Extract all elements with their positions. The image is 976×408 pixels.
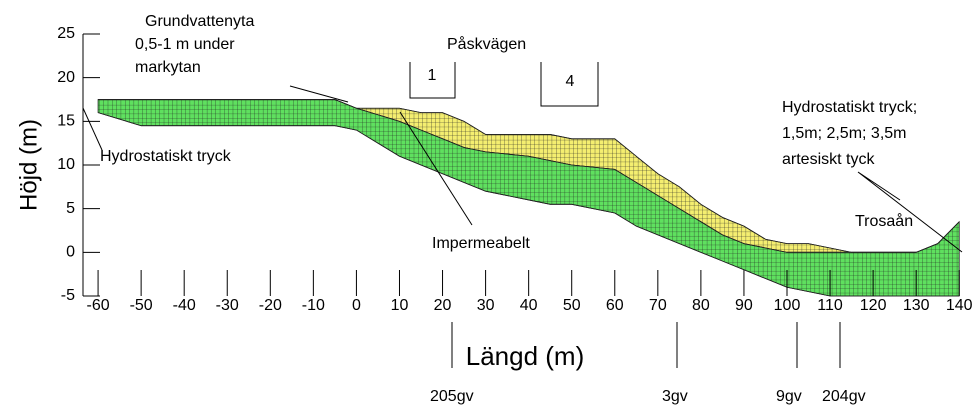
annotation: 0,5-1 m under bbox=[135, 36, 235, 53]
borehole-lines bbox=[451, 322, 841, 368]
annotation: 1,5m; 2,5m; 3,5m bbox=[782, 125, 907, 142]
x-tick-label: 120 bbox=[860, 297, 887, 314]
y-tick-label: 0 bbox=[66, 244, 75, 261]
borehole-label: 205gv bbox=[430, 388, 474, 405]
x-tick-label: 90 bbox=[735, 297, 753, 314]
x-tick-label: -50 bbox=[130, 297, 153, 314]
borehole-label: 204gv bbox=[822, 388, 866, 405]
y-tick-label: 25 bbox=[57, 25, 75, 42]
x-tick-label: 140 bbox=[946, 297, 973, 314]
x-tick-label: 110 bbox=[817, 297, 843, 314]
x-tick-label: -40 bbox=[173, 297, 196, 314]
surface-line bbox=[98, 99, 960, 253]
x-tick-label: 130 bbox=[903, 297, 930, 314]
x-tick-label: 40 bbox=[520, 297, 538, 314]
annotation: Impermeabelt bbox=[432, 235, 530, 252]
y-tick-label: 5 bbox=[66, 200, 75, 217]
y-tick-label: 15 bbox=[57, 113, 75, 130]
fills bbox=[97, 99, 960, 297]
borehole-label: 3gv bbox=[662, 388, 688, 405]
annotation: Hydrostatiskt tryck; bbox=[782, 99, 917, 116]
surface-line bbox=[98, 99, 960, 253]
annotation: 1 bbox=[428, 67, 437, 84]
annotation: 4 bbox=[566, 73, 575, 90]
borehole-label: 9gv bbox=[776, 388, 802, 405]
x-tick-label: 100 bbox=[774, 297, 801, 314]
annotation: Påskvägen bbox=[447, 35, 526, 53]
annotation: markytan bbox=[135, 59, 201, 76]
x-tick-label: 30 bbox=[477, 297, 495, 314]
annotation: Grundvattenyta bbox=[145, 13, 255, 30]
surface-line bbox=[97, 112, 960, 297]
x-tick-label: -60 bbox=[87, 297, 110, 314]
y-tick-label: 10 bbox=[57, 156, 75, 173]
y-tick-label: 20 bbox=[57, 69, 75, 86]
x-tick-label: -10 bbox=[302, 297, 325, 314]
x-tick-label: 20 bbox=[434, 297, 452, 314]
x-tick-label: 70 bbox=[649, 297, 667, 314]
x-tick-label: 50 bbox=[563, 297, 581, 314]
x-tick-label: 80 bbox=[692, 297, 710, 314]
annotation: artesiskt tyck bbox=[782, 151, 875, 168]
x-tick-label: -20 bbox=[259, 297, 282, 314]
x-tick-label: 60 bbox=[606, 297, 624, 314]
annotation: Trosaån bbox=[855, 212, 913, 230]
x-axis-label: Längd (m) bbox=[466, 341, 585, 371]
y-axis-label: Höjd (m) bbox=[15, 119, 42, 211]
x-tick-label: -30 bbox=[216, 297, 239, 314]
leaders bbox=[82, 62, 963, 253]
annotation: Hydrostatiskt tryck bbox=[100, 148, 232, 165]
y-tick-label: -5 bbox=[61, 287, 75, 304]
x-tick-label: 0 bbox=[352, 297, 361, 314]
x-tick-label: 10 bbox=[391, 297, 409, 314]
